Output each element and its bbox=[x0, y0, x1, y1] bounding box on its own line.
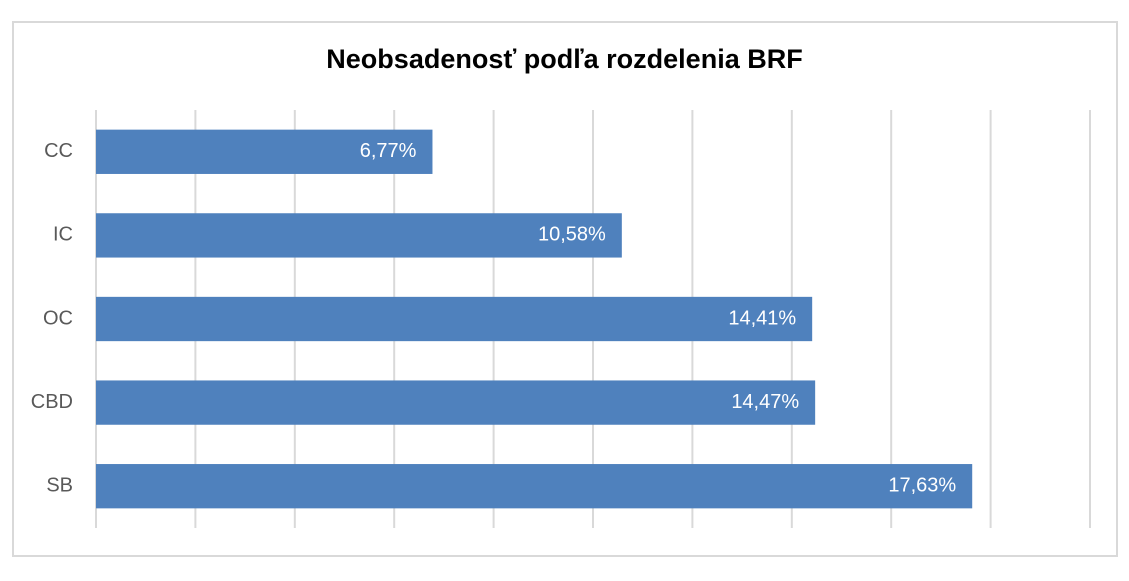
category-label-oc: OC bbox=[43, 307, 73, 329]
bar-cc bbox=[96, 129, 433, 174]
category-label-cc: CC bbox=[44, 140, 73, 162]
data-label-cc: 6,77% bbox=[360, 140, 417, 162]
chart-title: Neobsadenosť podľa rozdelenia BRF bbox=[326, 44, 803, 74]
bar-oc bbox=[96, 296, 813, 342]
data-label-oc: 14,41% bbox=[728, 307, 796, 329]
data-label-cbd: 14,47% bbox=[731, 391, 799, 413]
labels: CC 6,77% IC 10,58% OC 14,41% CBD 14,47% SB 17,63% bbox=[31, 140, 957, 496]
bar-sb bbox=[96, 464, 973, 509]
category-label-ic: IC bbox=[53, 224, 73, 246]
data-label-sb: 17,63% bbox=[888, 474, 956, 496]
bar-ic bbox=[96, 213, 622, 258]
category-label-cbd: CBD bbox=[31, 391, 73, 413]
bar-cbd bbox=[96, 380, 816, 425]
bars bbox=[96, 129, 973, 509]
category-label-sb: SB bbox=[46, 474, 73, 496]
data-label-ic: 10,58% bbox=[538, 224, 606, 246]
